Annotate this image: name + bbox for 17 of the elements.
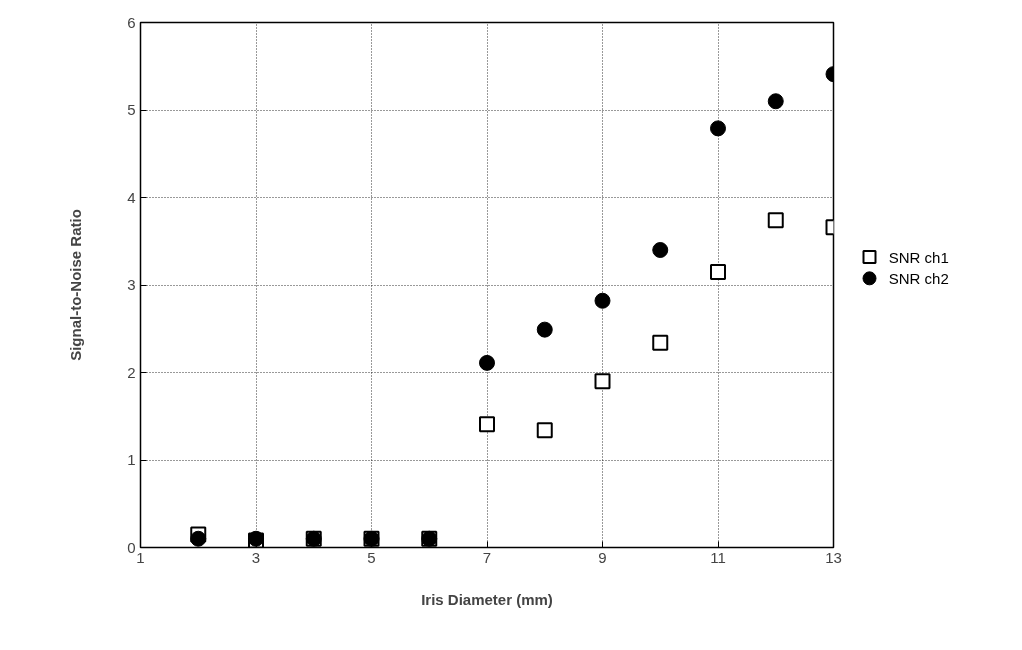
x-tick-label: 3: [251, 548, 261, 566]
y-tick-label: 0: [127, 538, 136, 556]
y-tick-label: 3: [127, 276, 136, 293]
x-tick-label: 5: [367, 548, 376, 566]
y-tick-label: 1: [127, 451, 136, 468]
legend-label: SNR ch2: [888, 269, 949, 287]
y-axis-title: Signal-to-Noise Ratio: [67, 209, 85, 361]
legend-label: SNR ch1: [888, 248, 949, 266]
y-tick-label: 4: [127, 188, 136, 206]
x-tick-label: 9: [598, 548, 607, 566]
x-tick-label: 13: [825, 548, 842, 566]
y-tick-label: 2: [127, 363, 136, 381]
x-axis-title: Iris Diameter (mm): [421, 590, 553, 608]
x-tick-label: 7: [482, 548, 492, 566]
y-tick-label: 6: [127, 13, 136, 31]
y-tick-label: 5: [127, 101, 136, 118]
x-tick-label: 11: [710, 548, 726, 566]
